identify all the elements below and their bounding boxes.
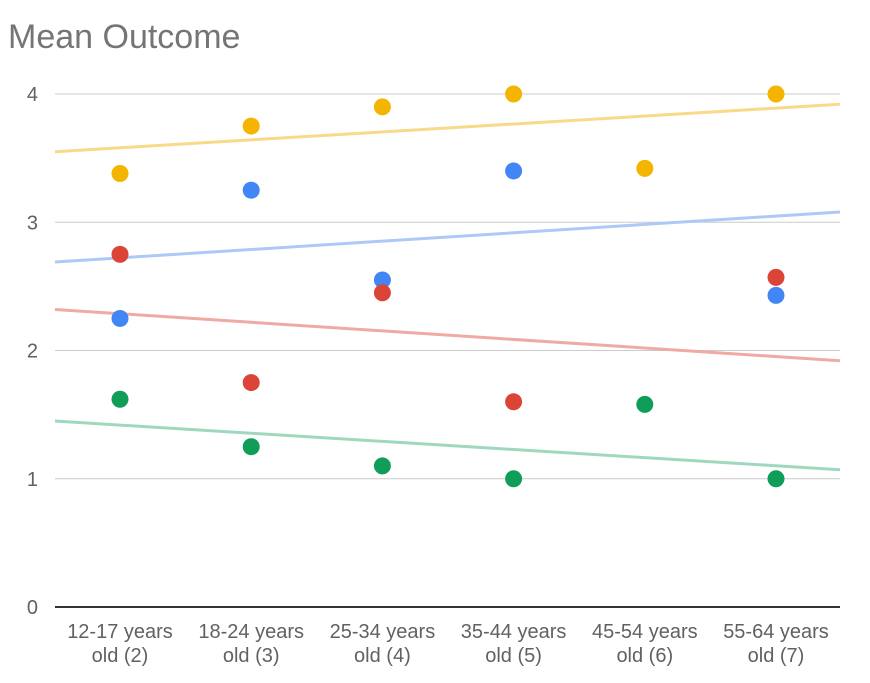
x-tick-label: 45-54 years [592, 621, 698, 643]
data-point [767, 286, 785, 304]
data-point [373, 271, 391, 289]
data-point [505, 393, 523, 411]
data-points [111, 85, 785, 488]
trendlines [54, 102, 841, 472]
trendline [54, 210, 841, 264]
y-tick-label: 3 [27, 212, 38, 234]
trendline [54, 102, 841, 154]
x-tick-label: 55-64 years [723, 621, 829, 643]
x-tick-label: 12-17 years [67, 621, 173, 643]
y-tick-label: 4 [27, 84, 38, 106]
data-point [111, 165, 129, 183]
y-tick-label: 1 [27, 469, 38, 491]
x-tick-label: old (5) [485, 645, 542, 667]
data-point [505, 470, 523, 488]
trendline [54, 307, 841, 363]
data-point [767, 268, 785, 286]
data-point [373, 98, 391, 116]
x-tick-label: 35-44 years [461, 621, 567, 643]
data-point [767, 470, 785, 488]
data-point [242, 374, 260, 392]
y-axis-ticks: 0 1 2 3 4 [27, 84, 38, 619]
x-tick-label: old (4) [354, 645, 411, 667]
x-tick-label: old (3) [223, 645, 280, 667]
data-point [242, 438, 260, 456]
x-tick-label: old (6) [616, 645, 673, 667]
x-tick-label: 25-34 years [330, 621, 436, 643]
data-point [505, 162, 523, 180]
data-point [505, 85, 523, 103]
x-tick-label: old (7) [748, 645, 805, 667]
x-tick-label: old (2) [92, 645, 149, 667]
data-point [767, 85, 785, 103]
data-point [373, 457, 391, 475]
y-tick-label: 0 [27, 597, 38, 619]
data-point [242, 181, 260, 199]
data-point [636, 395, 654, 413]
data-point [111, 390, 129, 408]
trendline [54, 419, 841, 472]
data-point [111, 309, 129, 327]
data-point [111, 245, 129, 263]
y-tick-label: 2 [27, 341, 38, 363]
data-point [636, 159, 654, 177]
x-tick-label: 18-24 years [198, 621, 304, 643]
gridlines [55, 93, 840, 608]
data-point [242, 117, 260, 135]
chart-title: Mean Outcome [8, 18, 241, 56]
data-point [373, 284, 391, 302]
